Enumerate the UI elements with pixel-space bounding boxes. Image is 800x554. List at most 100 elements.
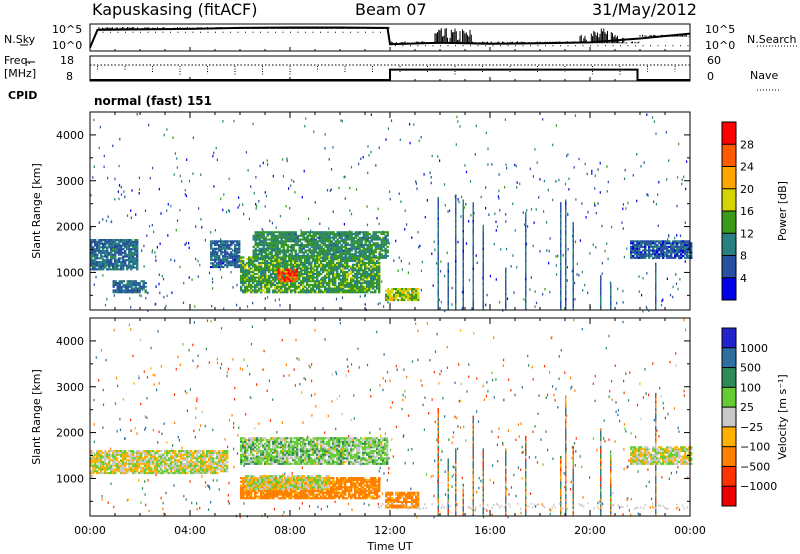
power-echo-cell (284, 260, 287, 263)
power-echo-cell (634, 240, 637, 243)
power-echo-cell (277, 268, 280, 271)
power-echo-cell (368, 247, 371, 250)
power-echo-cell (98, 264, 101, 267)
power-echo-cell (318, 245, 321, 248)
velocity-noise-point (346, 358, 348, 361)
power-echo-cell (252, 282, 255, 285)
power-echo-cell (403, 295, 406, 298)
velocity-noise-point (440, 369, 442, 373)
velocity-streak-cell (447, 473, 449, 477)
power-echo-cell (362, 251, 365, 254)
power-echo-cell (124, 251, 127, 254)
power-echo-cell (328, 274, 331, 277)
power-noise-point (459, 125, 461, 128)
power-echo-cell (642, 240, 645, 243)
power-echo-cell (370, 256, 373, 259)
power-streak-cell (455, 275, 457, 278)
power-streak-cell (505, 270, 507, 273)
power-echo-cell (320, 249, 323, 252)
power-echo-cell (684, 245, 687, 248)
power-echo-cell (276, 283, 279, 286)
power-streak-cell (437, 257, 439, 261)
power-echo-cell (272, 233, 275, 236)
power-noise-point (264, 297, 266, 300)
velocity-noise-point (402, 435, 404, 438)
power-streak-cell (572, 229, 574, 233)
velocity-noise-point (648, 480, 650, 484)
power-echo-cell (320, 283, 323, 286)
power-echo-cell (360, 251, 363, 254)
power-noise-point (135, 213, 137, 216)
power-noise-point (355, 188, 358, 191)
velocity-noise-point (503, 398, 505, 402)
power-echo-cell (228, 264, 231, 267)
power-streak-cell (482, 297, 484, 301)
power-echo-cell (278, 265, 281, 268)
power-echo-cell (395, 288, 398, 291)
power-echo-cell (252, 291, 255, 294)
power-echo-cell (214, 258, 217, 261)
power-echo-cell (254, 287, 257, 290)
power-echo-cell (266, 244, 269, 247)
power-echo-cell (256, 276, 259, 279)
power-noise-point (440, 300, 442, 304)
power-echo-cell (242, 282, 245, 285)
power-echo-cell (304, 269, 307, 272)
power-echo-cell (370, 236, 373, 239)
velocity-streak-cell (482, 461, 484, 464)
power-streak-cell (437, 227, 439, 230)
velocity-noise-point (386, 370, 389, 374)
power-echo-cell (104, 262, 107, 265)
velocity-panel (89, 317, 693, 519)
power-noise-point (213, 185, 215, 188)
power-streak-cell (455, 227, 457, 230)
power-noise-point (642, 276, 644, 280)
power-echo-cell (632, 245, 635, 248)
power-echo-cell (226, 251, 229, 254)
velocity-noise-point (241, 368, 244, 371)
velocity-noise-point (179, 363, 181, 367)
power-noise-point (322, 307, 324, 310)
power-echo-cell (318, 263, 321, 266)
power-echo-cell (308, 233, 311, 236)
power-echo-cell (281, 279, 284, 282)
velocity-streak-cell (472, 471, 474, 474)
power-streak-cell (572, 275, 574, 278)
power-echo-cell (296, 258, 299, 261)
power-noise-point (267, 163, 269, 166)
power-echo-cell (350, 276, 353, 279)
power-echo-cell (352, 255, 355, 258)
power-streak-cell (462, 229, 464, 233)
velocity-streak-cell (455, 481, 457, 484)
power-echo-cell (295, 268, 298, 271)
power-echo-cell (287, 276, 290, 279)
power-streak-cell (462, 280, 464, 283)
power-noise-point (163, 295, 165, 299)
velocity-streak-cell (455, 486, 457, 489)
power-noise-point (258, 200, 260, 203)
power-streak-cell (655, 307, 657, 311)
power-echo-cell (302, 251, 305, 254)
power-echo-cell (316, 283, 319, 286)
power-echo-cell (338, 260, 341, 263)
power-echo-cell (104, 255, 107, 258)
velocity-streak-cell (472, 468, 474, 472)
power-echo-cell (128, 289, 131, 292)
velocity-noise-point (485, 394, 487, 398)
power-echo-cell (126, 240, 129, 243)
power-echo-cell (258, 234, 261, 237)
power-echo-cell (334, 282, 337, 285)
velocity-streak-cell (437, 415, 439, 419)
power-noise-point (92, 176, 94, 179)
velocity-noise-point (521, 451, 523, 454)
velocity-streak-cell (447, 463, 449, 467)
velocity-streak-cell (455, 506, 457, 509)
velocity-streak-cell (472, 513, 474, 517)
power-noise-point (579, 239, 581, 242)
power-noise-point (567, 212, 569, 216)
velocity-noise-point (602, 502, 604, 506)
power-echo-cell (216, 240, 219, 243)
power-echo-cell (216, 262, 219, 265)
power-echo-cell (102, 266, 105, 269)
power-echo-cell (386, 242, 389, 245)
